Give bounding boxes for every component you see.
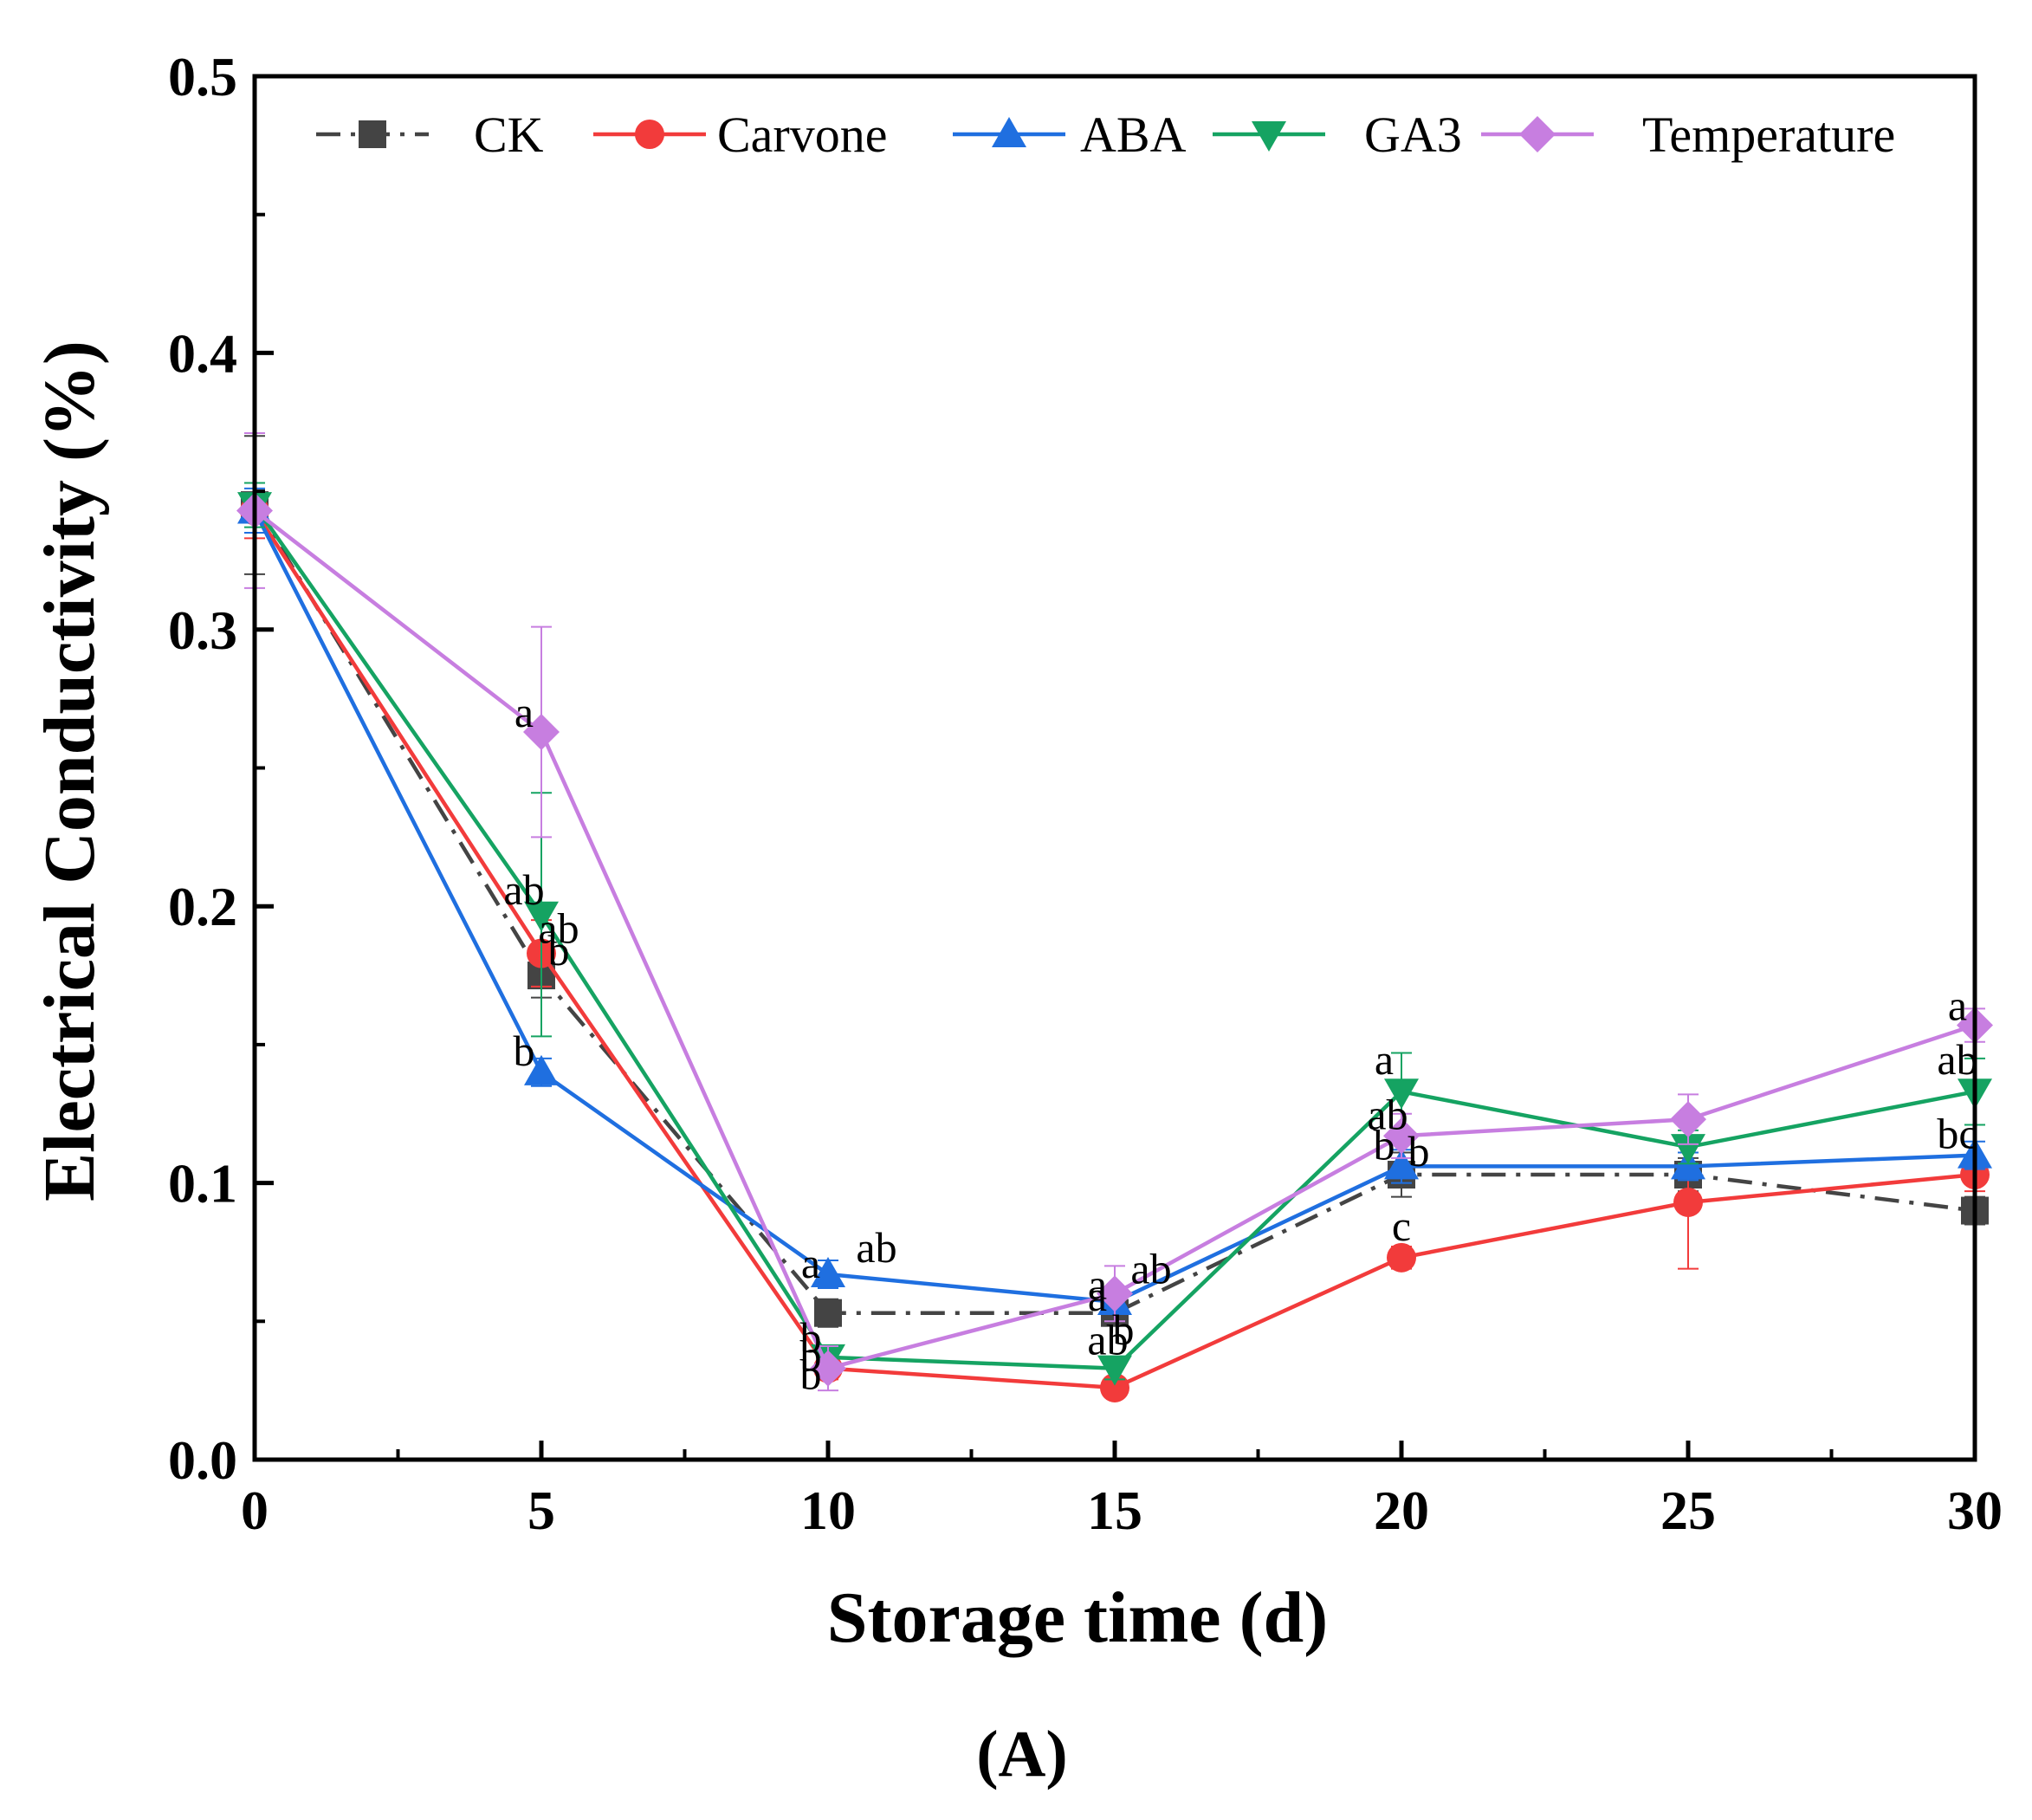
legend-item-temperature: Temperature	[1481, 107, 1895, 163]
y-tick-label-0.2: 0.2	[168, 876, 237, 937]
legend-item-ga3-swatch-marker	[1252, 121, 1286, 152]
series-temperature-point	[1670, 1101, 1706, 1138]
panel-label: (A)	[976, 1718, 1068, 1791]
axes: 0 5 10 15 20 25 30 0.0 0.1 0.2 0.3 0.4 0.5	[168, 46, 2003, 1541]
series-temperature-point	[1383, 1117, 1420, 1155]
y-tick-label-0.0: 0.0	[168, 1429, 237, 1491]
x-tick-label-20: 20	[1374, 1480, 1429, 1541]
significance-letter: ab	[1367, 1090, 1408, 1138]
significance-letter: a	[1948, 981, 1967, 1030]
legend-item-ck-swatch-marker	[359, 120, 386, 148]
series-temperature	[236, 432, 1993, 1392]
legend-item-temperature-label: Temperature	[1642, 107, 1895, 163]
significance-letter: b	[800, 1331, 822, 1380]
significance-letter: a	[801, 1239, 820, 1287]
legend-item-temperature-swatch-marker	[1519, 116, 1556, 152]
legend-item-ck-label: CK	[474, 107, 544, 163]
significance-letter: a	[1375, 1035, 1394, 1084]
series-aba	[237, 487, 1992, 1315]
significance-letter: b	[800, 1313, 822, 1362]
x-tick-label-15: 15	[1087, 1480, 1142, 1541]
significance-letter: bc	[1937, 1110, 1977, 1158]
series-temperature-point	[523, 713, 560, 750]
series-layer	[236, 432, 1993, 1402]
series-carvone-line	[253, 509, 1976, 1390]
series-temperature-line	[253, 508, 1976, 1370]
significance-letter: ab	[1130, 1244, 1171, 1292]
x-axis-title: Storage time (d)	[827, 1577, 1328, 1658]
significance-letter: ab	[538, 904, 579, 952]
significance-letter: b	[1374, 1120, 1395, 1169]
significance-letter: a	[1088, 1272, 1107, 1320]
plot-frame	[252, 74, 1977, 1462]
significance-letter: b	[1408, 1127, 1430, 1176]
series-ck-point	[814, 1299, 842, 1327]
series-ga3-line	[253, 503, 1976, 1370]
x-tick-label-30: 30	[1947, 1480, 2003, 1541]
x-tick-label-0: 0	[241, 1480, 269, 1541]
legend-item-carvone: Carvone	[593, 107, 888, 163]
legend-item-aba: ABA	[953, 107, 1187, 163]
series-aba-point	[1384, 1149, 1419, 1180]
significance-letter: b	[1113, 1305, 1135, 1354]
series-ga3	[237, 482, 1992, 1386]
significance-letter: b	[514, 1027, 535, 1075]
series-aba-point	[524, 1054, 559, 1085]
legend-item-aba-swatch-marker	[992, 117, 1026, 147]
significance-letter: b	[800, 1350, 822, 1399]
significance-letter: b	[548, 926, 570, 975]
significance-letter: c	[1392, 1201, 1411, 1250]
significance-letter: a	[514, 688, 534, 736]
y-tick-label-0.3: 0.3	[168, 599, 237, 661]
series-ga3-point	[524, 901, 559, 932]
series-ga3-point	[1097, 1355, 1132, 1386]
x-tick-label-25: 25	[1660, 1480, 1716, 1541]
legend-item-aba-label: ABA	[1080, 107, 1187, 163]
series-carvone-point	[1100, 1372, 1129, 1402]
series-carvone-point	[1387, 1242, 1416, 1273]
legend-item-ck: CK	[316, 107, 544, 163]
significance-letter: ab	[1087, 1316, 1128, 1364]
legend-item-ga3: GA3	[1213, 107, 1462, 163]
x-tick-label-10: 10	[800, 1480, 856, 1541]
legend-item-carvone-label: Carvone	[717, 107, 888, 163]
series-carvone-point	[1673, 1187, 1703, 1217]
legend: CK Carvone ABA GA3 Temperature	[316, 107, 1895, 163]
y-tick-label-0.4: 0.4	[168, 322, 237, 384]
x-tick-label-5: 5	[527, 1480, 555, 1541]
series-temperature-point	[810, 1350, 846, 1387]
significance-letter: a	[1088, 1260, 1107, 1308]
y-tick-label-0.5: 0.5	[168, 46, 237, 107]
significance-letter: ab	[856, 1223, 896, 1272]
significance-letter: ab	[1937, 1035, 1977, 1084]
series-ga3-point	[1671, 1134, 1705, 1165]
series-temperature-point	[1097, 1275, 1133, 1312]
legend-item-carvone-swatch-marker	[635, 120, 664, 149]
significance-letter: ab	[503, 865, 544, 914]
series-aba-point	[811, 1257, 845, 1288]
y-axis-title: Electrical Conductivity (%)	[29, 340, 110, 1201]
legend-item-ga3-label: GA3	[1364, 107, 1462, 163]
y-tick-label-0.1: 0.1	[168, 1153, 237, 1214]
series-carvone	[240, 482, 1990, 1402]
series-ga3-point	[1384, 1078, 1419, 1110]
